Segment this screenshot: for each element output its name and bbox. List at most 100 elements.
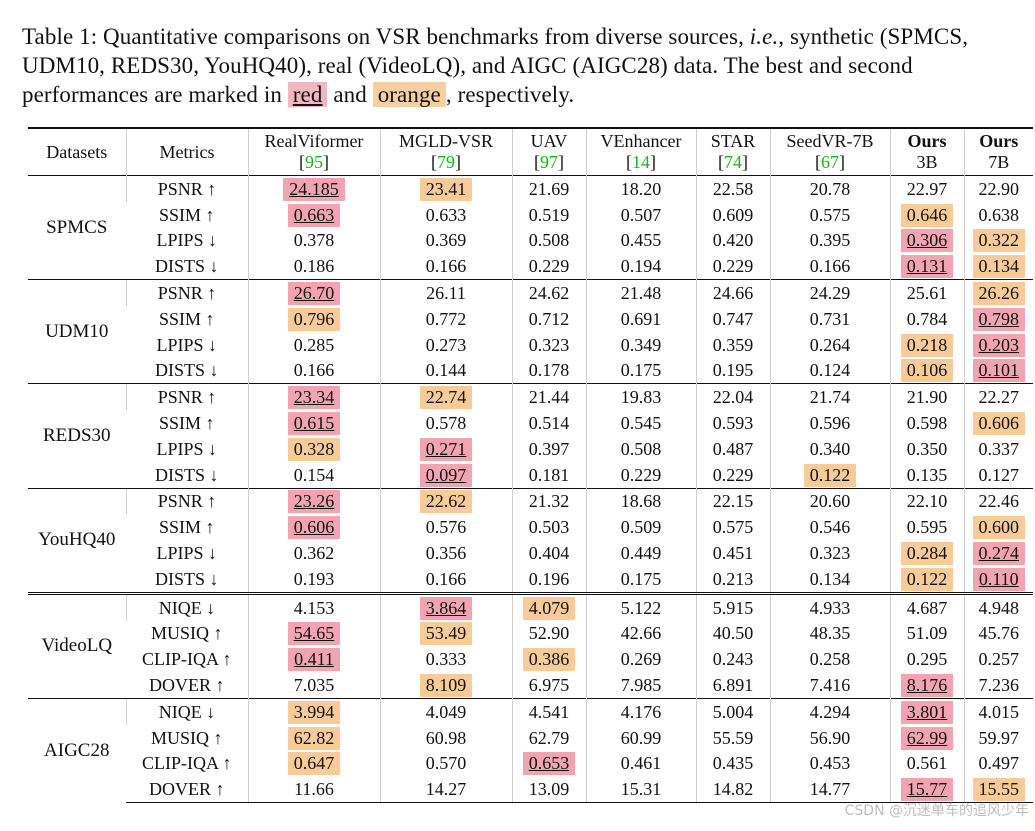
metric-value: 4.049: [425, 701, 467, 722]
metric-value: 0.229: [528, 256, 570, 277]
best-value: 0.306: [900, 229, 954, 253]
metric-cell: 60.98: [379, 724, 512, 751]
metric-cell: 0.340: [769, 435, 890, 462]
second-best-value: 0.106: [900, 359, 954, 383]
metric-name: SSIM ↑: [158, 204, 215, 225]
second-best-value: 26.26: [972, 282, 1025, 306]
metric-cell: 14.27: [379, 776, 512, 804]
metric-value: 0.712: [528, 308, 570, 329]
metric-cell: 4.176: [585, 697, 696, 725]
caption-red-label: red: [287, 82, 328, 107]
column-header: UAV [97]: [511, 128, 586, 176]
second-best-value: 3.994: [287, 700, 341, 724]
metric-name: DISTS ↓: [154, 568, 219, 589]
metric-cell: 21.32: [511, 487, 586, 515]
metric-cell: 0.497: [963, 750, 1033, 777]
best-value: 62.99: [900, 726, 954, 750]
metric-value: 20.60: [809, 491, 851, 512]
metric-cell: 19.83: [585, 383, 696, 411]
dataset-name: VideoLQ: [28, 591, 126, 699]
metric-value: 0.595: [906, 517, 948, 538]
citation-number[interactable]: 95: [305, 152, 323, 172]
metric-value: 24.29: [809, 283, 851, 304]
metric-value: 14.27: [425, 779, 467, 800]
best-value: 0.110: [972, 567, 1025, 591]
best-value: 0.411: [288, 648, 340, 672]
table-row: CLIP-IQA ↑ 0.647 0.570 0.653 0.461 0.435 0.453…: [28, 750, 1033, 777]
table-row: LPIPS ↓ 0.378 0.369 0.508 0.455 0.420 0.395 0.3…: [28, 227, 1033, 254]
table-row: DOVER ↑ 11.66 14.27 13.09 15.31 14.82 14.77 15.…: [28, 776, 1033, 804]
metric-cell: 0.122: [889, 565, 964, 594]
metric-cell: 25.61: [889, 279, 964, 306]
column-citation: [67]: [815, 152, 845, 172]
metric-value: 0.747: [712, 308, 754, 329]
metric-value: 0.195: [712, 360, 754, 381]
metric-value: 4.687: [906, 597, 948, 618]
metric-cell: 0.647: [247, 750, 380, 777]
citation-number[interactable]: 74: [724, 152, 742, 172]
dataset-name: AIGC28: [28, 697, 126, 803]
metric-cell: 22.58: [695, 174, 770, 202]
metric-cell: 62.99: [889, 724, 964, 751]
column-header: STAR [74]: [695, 128, 770, 176]
caption-suffix: , respectively.: [445, 82, 575, 107]
metric-cell: 23.41: [379, 174, 512, 202]
metric-value: 0.323: [809, 543, 851, 564]
metric-cell: 0.451: [695, 540, 770, 566]
metric-cell: 59.97: [963, 724, 1033, 751]
metric-cell: 0.487: [695, 435, 770, 462]
metric-name: SSIM ↑: [158, 413, 215, 434]
metric-value: 0.144: [425, 360, 467, 381]
citation-number[interactable]: 67: [821, 152, 839, 172]
table-row: SSIM ↑ 0.606 0.576 0.503 0.509 0.575 0.546 0.59…: [28, 514, 1033, 541]
table-row: LPIPS ↓ 0.362 0.356 0.404 0.449 0.451 0.323 0.2…: [28, 540, 1033, 566]
metric-value: 42.66: [620, 623, 662, 644]
metric-cell: 0.420: [695, 227, 770, 254]
metric-value: 59.97: [978, 727, 1020, 748]
metric-cell: 55.59: [695, 724, 770, 751]
table-header: Datasets Metrics RealViformer [95] MGLD-VSR[…: [28, 128, 1033, 176]
metric-value: 26.11: [426, 283, 466, 304]
metric-cell: 4.015: [963, 697, 1033, 725]
metric-cell: 0.106: [889, 357, 964, 384]
metric-value: 7.416: [809, 675, 851, 696]
metric-cell: 0.175: [585, 565, 696, 594]
caption-orange-label: orange: [372, 82, 446, 107]
metric-value: 22.27: [978, 387, 1020, 408]
metric-cell: 0.712: [511, 305, 586, 332]
metric-name: SSIM ↑: [158, 308, 215, 329]
metric-value: 0.497: [978, 753, 1020, 774]
table-row: MUSIQ ↑ 62.82 60.98 62.79 60.99 55.59 56.90 62.…: [28, 724, 1033, 751]
metric-value: 4.153: [293, 597, 335, 618]
metric-cell: 0.274: [963, 540, 1033, 566]
best-value: 23.26: [287, 490, 341, 514]
metric-cell: 0.154: [247, 461, 380, 489]
metric-cell: 0.798: [963, 305, 1033, 332]
second-best-value: 22.74: [419, 386, 473, 410]
metric-cell: 4.294: [769, 697, 890, 725]
metric-cell: 45.76: [963, 620, 1033, 647]
second-best-value: 0.600: [972, 516, 1025, 540]
metric-value: 0.258: [809, 649, 851, 670]
metric-cell: 21.44: [511, 383, 586, 411]
metric-value: 0.186: [293, 256, 335, 277]
table-row: VideoLQ NIQE ↓ 4.153 3.864 4.079 5.122 5.915 4.…: [28, 591, 1033, 699]
metric-cell: 0.747: [695, 305, 770, 332]
metric-cell: 0.323: [769, 540, 890, 566]
metric-cell: 24.185: [247, 174, 380, 202]
citation-number[interactable]: 79: [437, 152, 455, 172]
metric-value: 0.349: [620, 334, 662, 355]
citation-number[interactable]: 97: [540, 152, 558, 172]
metric-cell: 0.595: [889, 514, 964, 541]
metric-value: 0.356: [425, 543, 467, 564]
metric-cell: 0.404: [511, 540, 586, 566]
metric-value: 0.461: [620, 753, 662, 774]
metric-cell: 0.271: [379, 435, 512, 462]
metric-value: 21.48: [620, 283, 662, 304]
metric-value: 45.76: [978, 623, 1020, 644]
metric-cell: 0.323: [511, 331, 586, 358]
citation-number[interactable]: 14: [632, 152, 650, 172]
metric-cell: 15.31: [585, 776, 696, 804]
metric-cell: 0.796: [247, 305, 380, 332]
metric-value: 22.15: [712, 491, 754, 512]
